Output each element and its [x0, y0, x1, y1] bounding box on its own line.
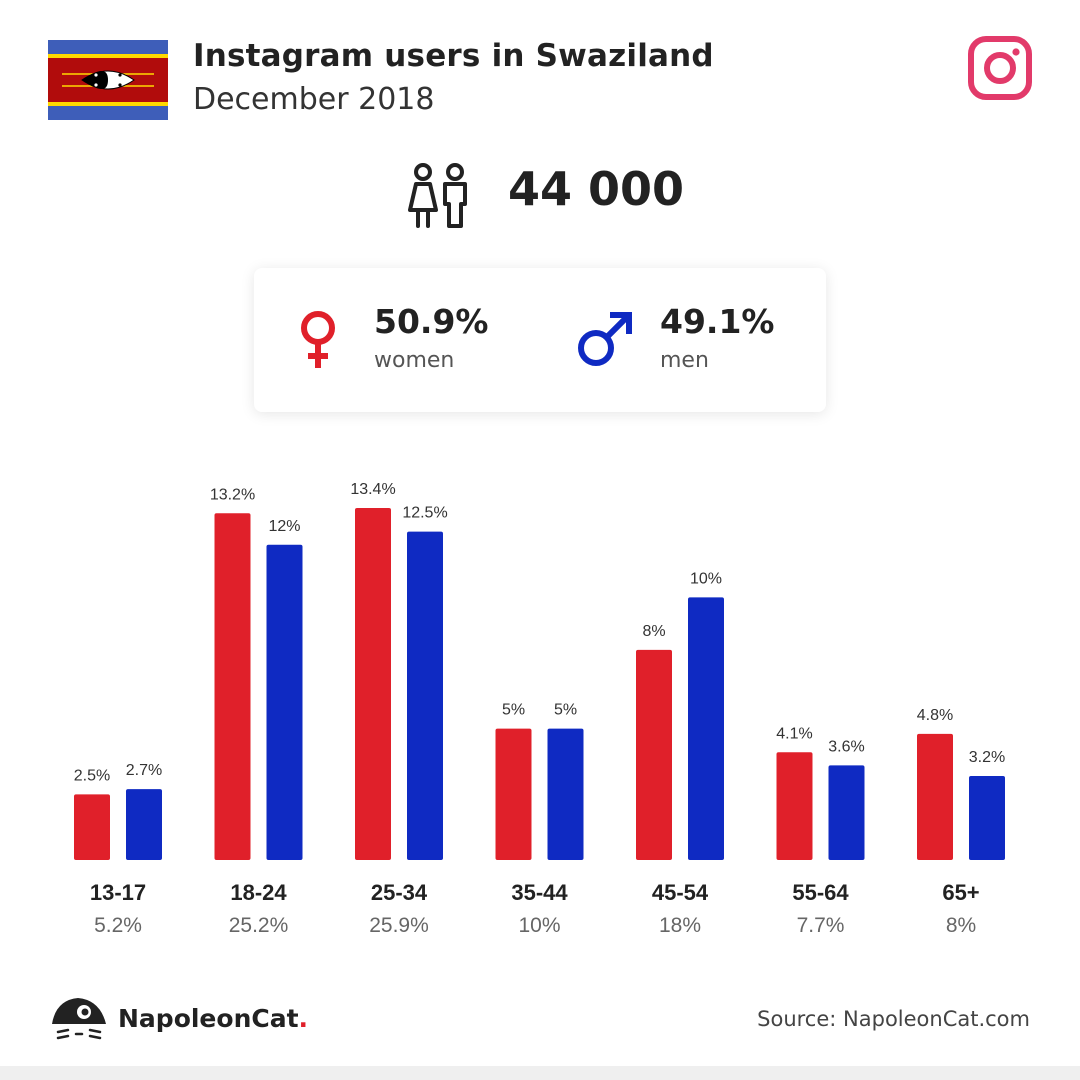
swaziland-flag-icon: [48, 40, 168, 120]
category-total-18-24: 25.2%: [229, 914, 289, 937]
category-label-45-54: 45-54: [652, 880, 709, 905]
bar-women-25-34: [355, 508, 391, 860]
bar-women-35-44: [495, 728, 532, 860]
brand-dot: .: [298, 1004, 309, 1033]
category-label-13-17: 13-17: [90, 880, 146, 905]
category-total-55-64: 7.7%: [797, 914, 845, 937]
data-label-men-65+: 3.2%: [969, 749, 1005, 766]
source-value: NapoleonCat.com: [843, 1007, 1030, 1031]
bar-men-65+: [969, 775, 1005, 860]
category-label-65+: 65+: [942, 880, 979, 905]
women-label: women: [374, 348, 455, 373]
category-total-35-44: 10%: [518, 914, 560, 937]
category-label-35-44: 35-44: [511, 880, 568, 905]
female-symbol-icon: [301, 311, 335, 368]
source-credit: Source: NapoleonCat.com: [757, 1007, 1030, 1031]
data-label-women-45-54: 8%: [642, 623, 665, 640]
gender-split-card: 50.9% women 49.1% men: [254, 268, 826, 412]
napoleoncat-logo-icon: [52, 998, 106, 1040]
bar-men-25-34: [407, 531, 443, 860]
men-label: men: [660, 348, 709, 373]
data-label-men-35-44: 5%: [554, 702, 577, 719]
data-label-women-65+: 4.8%: [917, 707, 953, 724]
data-label-women-25-34: 13.4%: [350, 481, 395, 498]
data-label-men-25-34: 12.5%: [402, 505, 447, 522]
people-icon: [408, 163, 467, 228]
women-percentage: 50.9%: [374, 302, 489, 341]
data-label-men-13-17: 2.7%: [126, 762, 162, 779]
page-subtitle: December 2018: [193, 82, 435, 117]
bar-men-18-24: [266, 544, 303, 860]
page-title: Instagram users in Swaziland: [193, 38, 714, 74]
bar-women-45-54: [636, 649, 672, 860]
bar-women-65+: [917, 733, 953, 860]
category-label-25-34: 25-34: [371, 880, 428, 905]
brand-name-text: NapoleonCat: [118, 1004, 299, 1033]
instagram-icon: [968, 36, 1032, 100]
data-label-men-55-64: 3.6%: [828, 738, 864, 755]
bar-men-35-44: [547, 728, 584, 860]
data-label-men-45-54: 10%: [690, 570, 722, 587]
category-total-25-34: 25.9%: [369, 914, 429, 937]
bar-men-55-64: [828, 765, 865, 860]
brand-name: NapoleonCat.: [118, 1004, 308, 1033]
category-label-55-64: 55-64: [792, 880, 849, 905]
data-label-women-18-24: 13.2%: [210, 486, 255, 503]
data-label-women-55-64: 4.1%: [776, 725, 812, 742]
male-symbol-icon: [578, 312, 632, 366]
bar-men-45-54: [688, 597, 724, 860]
data-label-men-18-24: 12%: [268, 518, 300, 535]
source-label: Source:: [757, 1007, 837, 1031]
category-total-45-54: 18%: [659, 914, 701, 937]
category-total-13-17: 5.2%: [94, 914, 142, 937]
bar-women-55-64: [776, 752, 813, 860]
men-percentage: 49.1%: [660, 302, 775, 341]
bar-women-13-17: [74, 794, 110, 860]
age-gender-bar-chart: 2.5% 2.7% 13-17 5.2% 13.2% 12% 18-24 25.2% 13.4%…: [74, 481, 1005, 937]
footer-bar: [0, 1066, 1080, 1080]
total-users-count: 44 000: [508, 162, 685, 216]
data-label-women-35-44: 5%: [502, 702, 525, 719]
category-label-18-24: 18-24: [230, 880, 287, 905]
category-total-65+: 8%: [946, 914, 976, 937]
bar-women-18-24: [214, 513, 251, 860]
bar-men-13-17: [126, 789, 162, 860]
data-label-women-13-17: 2.5%: [74, 767, 110, 784]
